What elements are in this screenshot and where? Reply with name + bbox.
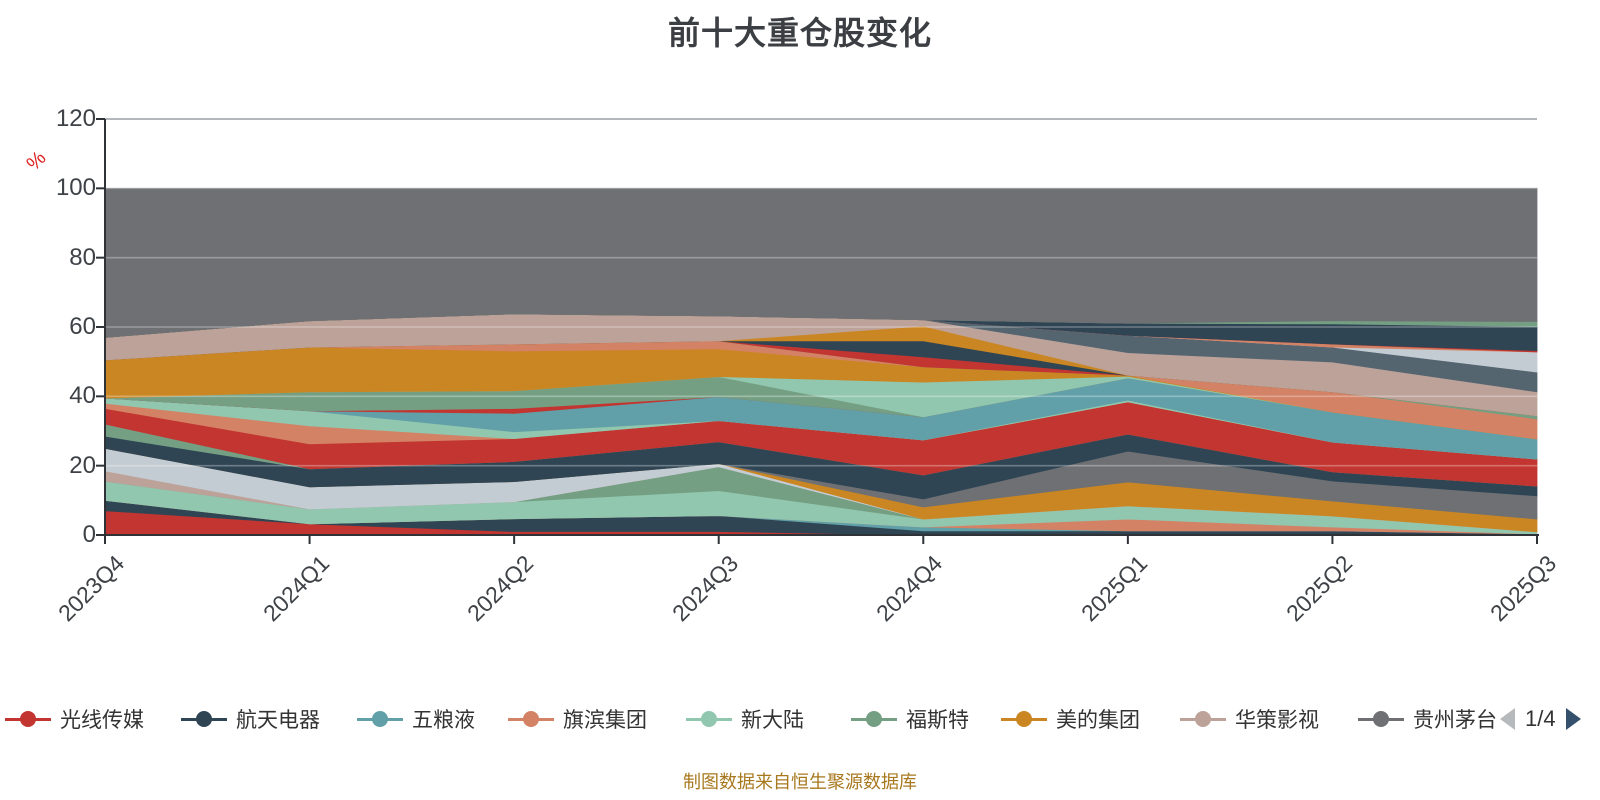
legend-marker-icon xyxy=(1001,711,1047,727)
legend-item-5[interactable]: 新大陆 xyxy=(686,702,804,736)
legend-item-9[interactable]: 贵州茅台 xyxy=(1358,702,1497,736)
legend-pagination: 1/4 xyxy=(1500,702,1581,736)
y-tick-label-120: 120 xyxy=(55,105,96,132)
plot-area: 0 20 40 60 80 100 120 % 2023Q4 2024Q1 2024Q2 2024… xyxy=(22,105,1561,627)
legend-label: 旗滨集团 xyxy=(563,709,647,732)
area-band-gray-top xyxy=(104,187,1538,338)
legend-label: 华策影视 xyxy=(1235,709,1319,732)
legend-dot-icon xyxy=(866,711,882,727)
legend-label: 美的集团 xyxy=(1056,709,1140,732)
legend-prev-arrow-icon[interactable] xyxy=(1500,708,1515,730)
legend-marker-icon xyxy=(851,711,897,727)
y-tick-label-100: 100 xyxy=(55,174,96,202)
legend-dot-icon xyxy=(523,711,539,727)
legend-label: 贵州茅台 xyxy=(1413,709,1497,732)
legend-label: 航天电器 xyxy=(236,709,320,732)
legend-label: 新大陆 xyxy=(741,709,804,732)
legend: 光线传媒 航天电器 五粮液 旗滨集团 新大陆 福斯特 美的集团 华策影视 贵州茅台 xyxy=(0,702,1600,736)
legend-dot-icon xyxy=(1016,711,1032,727)
legend-marker-icon xyxy=(357,711,403,727)
legend-marker-icon xyxy=(181,711,227,727)
legend-marker-icon xyxy=(1180,711,1226,727)
y-tick-label-20: 20 xyxy=(69,451,96,479)
legend-dot-icon xyxy=(20,711,36,727)
legend-item-1[interactable]: 光线传媒 xyxy=(5,702,144,736)
y-tick-label-80: 80 xyxy=(69,243,96,271)
legend-dot-icon xyxy=(1373,711,1389,727)
legend-item-6[interactable]: 福斯特 xyxy=(851,702,969,736)
legend-item-7[interactable]: 美的集团 xyxy=(1001,702,1140,736)
y-tick-label-40: 40 xyxy=(69,382,96,410)
legend-marker-icon xyxy=(508,711,554,727)
y-tick-label-60: 60 xyxy=(69,313,96,340)
data-source-note: 制图数据来自恒生聚源数据库 xyxy=(683,772,917,792)
legend-next-arrow-icon[interactable] xyxy=(1565,708,1581,730)
legend-item-3[interactable]: 五粮液 xyxy=(357,702,475,736)
legend-label: 五粮液 xyxy=(412,709,475,732)
legend-dot-icon xyxy=(372,711,388,727)
legend-item-4[interactable]: 旗滨集团 xyxy=(508,702,647,736)
legend-label: 光线传媒 xyxy=(60,709,144,732)
legend-item-8[interactable]: 华策影视 xyxy=(1180,702,1319,736)
stacked-area-chart xyxy=(96,118,1539,544)
legend-dot-icon xyxy=(1195,711,1211,727)
y-tick-label-0: 0 xyxy=(82,521,96,548)
legend-dot-icon xyxy=(196,711,212,727)
legend-marker-icon xyxy=(686,711,732,727)
legend-dot-icon xyxy=(701,711,717,727)
legend-marker-icon xyxy=(1358,711,1404,727)
legend-label: 福斯特 xyxy=(906,709,969,732)
legend-page-indicator: 1/4 xyxy=(1525,706,1556,731)
page-title: 前十大重仓股变化 xyxy=(667,15,932,51)
legend-item-2[interactable]: 航天电器 xyxy=(181,702,320,736)
legend-marker-icon xyxy=(5,711,51,727)
